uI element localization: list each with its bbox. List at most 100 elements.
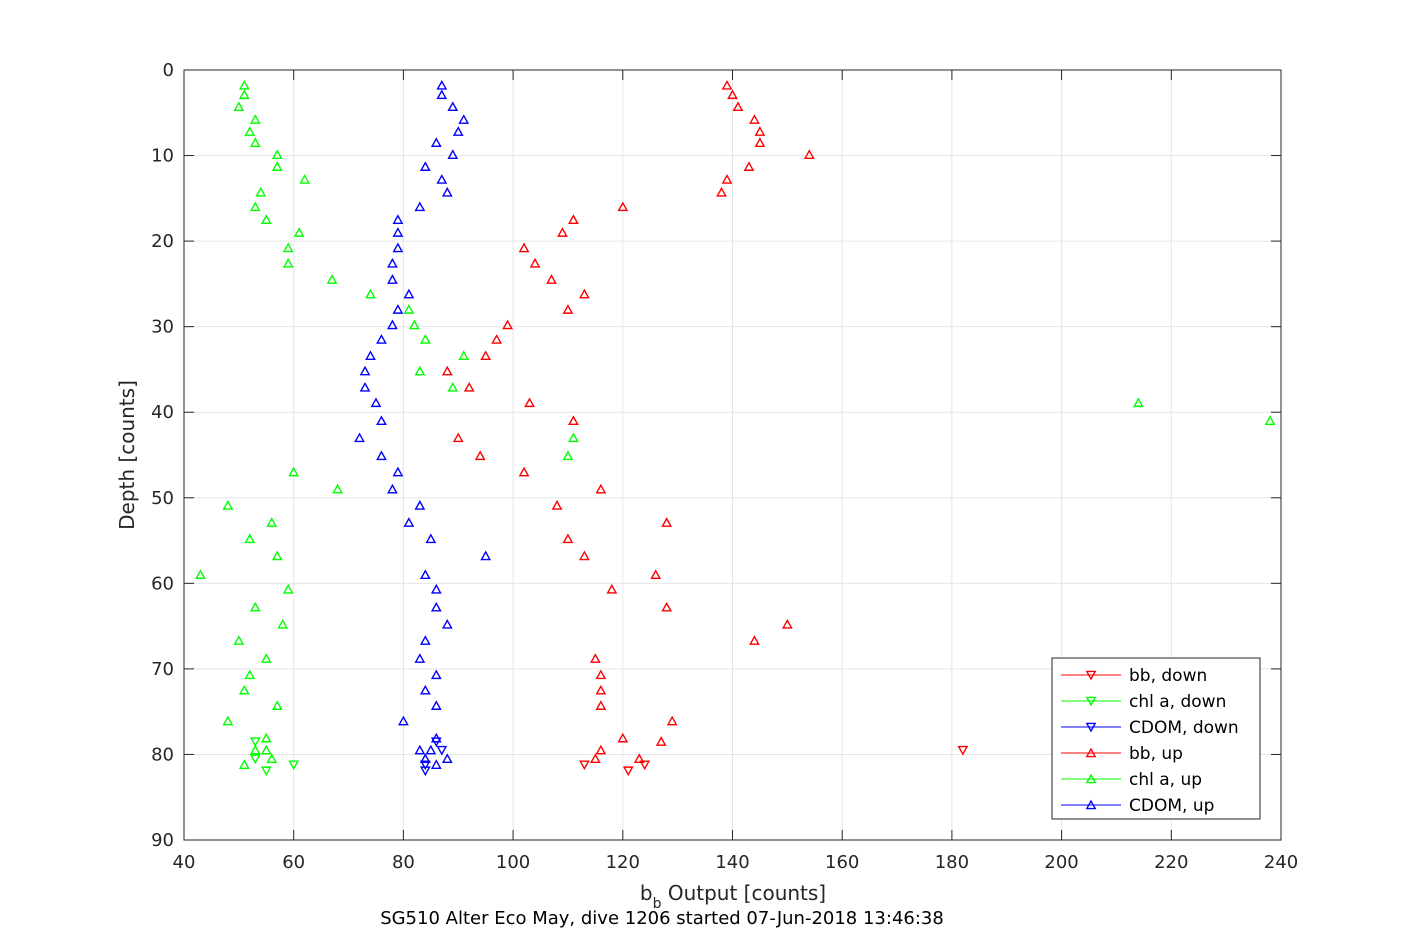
- data-point: [370, 397, 382, 408]
- data-point: [480, 350, 492, 361]
- data-point: [447, 149, 459, 159]
- data-points: [195, 79, 1276, 777]
- data-point: [260, 744, 272, 755]
- data-point: [568, 214, 579, 224]
- data-point: [414, 653, 426, 663]
- data-point: [238, 89, 250, 100]
- x-axis: 40 60 80 100 120 140 160 180 200 220 240: [173, 70, 1298, 873]
- x-tick-label: 200: [1044, 852, 1078, 873]
- data-point: [376, 415, 387, 426]
- legend-label: bb, up: [1129, 744, 1183, 764]
- data-point: [732, 101, 744, 112]
- x-tick-label: 220: [1154, 852, 1188, 873]
- data-point: [661, 601, 673, 612]
- x-tick-label: 160: [825, 852, 859, 873]
- data-point: [244, 126, 256, 136]
- y-tick-label: 60: [151, 573, 174, 594]
- data-point: [282, 242, 294, 253]
- data-point: [716, 186, 727, 197]
- data-point: [392, 227, 404, 237]
- data-point: [595, 684, 607, 695]
- data-point: [721, 174, 733, 184]
- data-point: [754, 137, 766, 147]
- data-point: [551, 500, 563, 510]
- data-point: [781, 618, 793, 629]
- data-point: [408, 319, 420, 330]
- data-point: [595, 669, 607, 680]
- y-tick-label: 0: [163, 60, 174, 81]
- data-point: [414, 500, 426, 510]
- data-point: [589, 653, 601, 663]
- data-point: [754, 126, 766, 136]
- data-point: [249, 737, 261, 748]
- y-tick-label: 10: [151, 146, 174, 167]
- data-point: [387, 274, 398, 284]
- data-point: [425, 533, 437, 544]
- data-point: [562, 304, 574, 314]
- data-point: [633, 753, 645, 763]
- data-point: [441, 618, 453, 629]
- data-point: [639, 760, 651, 771]
- data-point: [579, 550, 590, 561]
- data-point: [387, 483, 398, 494]
- x-axis-label: bb Output [counts]: [640, 881, 826, 912]
- data-point: [354, 432, 365, 443]
- data-point: [271, 149, 283, 159]
- data-point: [430, 583, 442, 594]
- data-point: [661, 517, 673, 527]
- legend-label: chl a, down: [1129, 692, 1226, 712]
- x-tick-label: 80: [392, 852, 415, 873]
- legend-label: bb, down: [1129, 666, 1207, 686]
- data-point: [288, 760, 300, 771]
- data-point: [430, 669, 442, 680]
- data-point: [271, 161, 283, 171]
- data-point: [430, 759, 442, 769]
- data-point: [299, 174, 311, 184]
- y-tick-label: 80: [151, 744, 174, 765]
- data-point: [430, 601, 442, 612]
- data-point: [233, 101, 245, 112]
- data-point: [562, 533, 574, 544]
- data-point: [441, 753, 453, 763]
- legend-marker: [1085, 773, 1097, 784]
- legend-marker: [1085, 696, 1097, 707]
- legend-box: [1051, 657, 1261, 820]
- data-point: [359, 365, 371, 376]
- data-point: [557, 227, 568, 237]
- data-point: [436, 79, 448, 90]
- data-point: [419, 161, 431, 171]
- legend: bb, down chl a, down CDOM, down bb, up chl a…: [1051, 657, 1261, 820]
- data-point: [244, 533, 256, 544]
- data-point: [463, 381, 475, 392]
- data-point: [392, 304, 404, 314]
- data-point: [452, 432, 464, 443]
- data-point: [622, 766, 634, 777]
- data-point: [579, 760, 590, 771]
- data-point: [452, 126, 464, 136]
- data-point: [474, 450, 486, 461]
- data-point: [419, 569, 431, 580]
- data-point: [271, 700, 283, 710]
- data-point: [266, 753, 278, 763]
- data-point: [255, 186, 267, 197]
- data-point: [392, 214, 404, 224]
- data-point: [447, 101, 459, 112]
- data-point: [249, 601, 261, 612]
- x-tick-label: 140: [715, 852, 749, 873]
- data-point: [595, 700, 607, 710]
- data-point: [414, 365, 426, 376]
- data-point: [441, 186, 453, 197]
- data-point: [365, 350, 376, 361]
- data-point: [803, 149, 815, 159]
- data-point: [392, 466, 404, 477]
- data-point: [419, 635, 431, 645]
- data-point: [436, 745, 448, 756]
- data-point: [546, 274, 557, 284]
- y-axis: 0 10 20 30 40 50 60 70 80 90: [151, 60, 1281, 851]
- x-axis-label-subscript: b: [653, 896, 662, 912]
- data-point: [579, 288, 590, 299]
- legend-marker: [1085, 722, 1097, 733]
- data-point: [430, 137, 442, 147]
- data-point: [249, 137, 261, 147]
- data-point: [260, 653, 272, 663]
